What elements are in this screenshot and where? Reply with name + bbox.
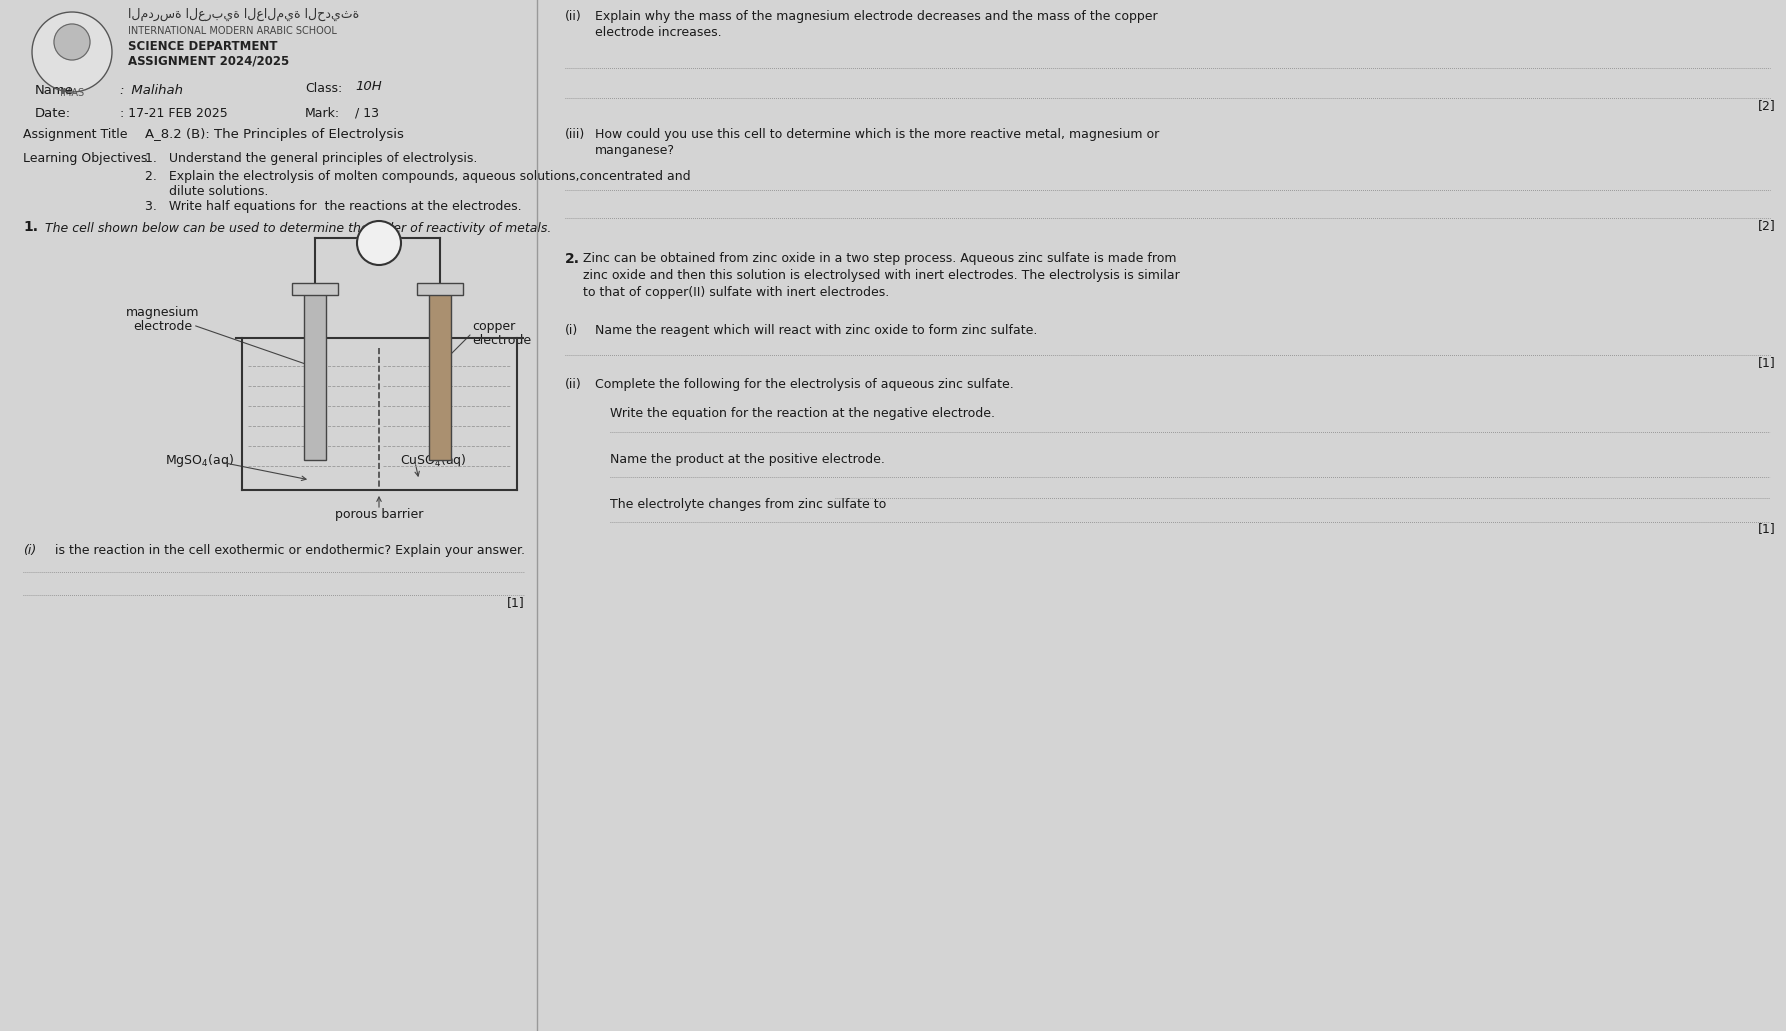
Text: 2.: 2. (564, 252, 580, 266)
Text: (ii): (ii) (564, 378, 582, 391)
Text: Date:: Date: (36, 107, 71, 120)
Text: porous barrier: porous barrier (334, 508, 423, 521)
Text: [1]: [1] (1757, 522, 1775, 535)
Circle shape (357, 221, 402, 265)
Text: V: V (373, 234, 386, 252)
Text: Write the equation for the reaction at the negative electrode.: Write the equation for the reaction at t… (611, 407, 995, 420)
Text: zinc oxide and then this solution is electrolysed with inert electrodes. The ele: zinc oxide and then this solution is ele… (582, 269, 1181, 282)
Text: [2]: [2] (1757, 219, 1775, 232)
Bar (304, 293, 327, 460)
Text: The electrolyte changes from zinc sulfate to: The electrolyte changes from zinc sulfat… (611, 498, 886, 511)
Text: 3.   Write half equations for  the reactions at the electrodes.: 3. Write half equations for the reaction… (145, 200, 522, 213)
Text: A_8.2 (B): The Principles of Electrolysis: A_8.2 (B): The Principles of Electrolysi… (145, 128, 404, 141)
Text: :  Malihah: : Malihah (120, 84, 182, 97)
Text: 10H: 10H (355, 80, 382, 93)
Text: (i): (i) (23, 544, 36, 557)
Bar (291, 282, 338, 295)
Bar (0, 0, 538, 1031)
Text: is the reaction in the cell exothermic or endothermic? Explain your answer.: is the reaction in the cell exothermic o… (55, 544, 525, 557)
Text: ASSIGNMENT 2024/2025: ASSIGNMENT 2024/2025 (129, 54, 289, 67)
Text: Name the product at the positive electrode.: Name the product at the positive electro… (611, 453, 884, 466)
Text: The cell shown below can be used to determine the order of reactivity of metals.: The cell shown below can be used to dete… (45, 222, 552, 235)
Text: Explain why the mass of the magnesium electrode decreases and the mass of the co: Explain why the mass of the magnesium el… (595, 10, 1157, 23)
Bar (538, 0, 1786, 1031)
Text: $\mathrm{CuSO_4(aq)}$: $\mathrm{CuSO_4(aq)}$ (400, 452, 466, 469)
Text: SCIENCE DEPARTMENT: SCIENCE DEPARTMENT (129, 40, 277, 53)
Text: electrode: electrode (472, 334, 530, 347)
Text: 1.: 1. (23, 220, 38, 234)
Circle shape (32, 12, 113, 92)
Text: (i): (i) (564, 324, 579, 337)
Text: (ii): (ii) (564, 10, 582, 23)
Text: (iii): (iii) (564, 128, 586, 141)
Text: Complete the following for the electrolysis of aqueous zinc sulfate.: Complete the following for the electroly… (595, 378, 1014, 391)
Text: magnesium: magnesium (127, 306, 200, 319)
Text: المدرسة العربية العالمية الحديثة: المدرسة العربية العالمية الحديثة (129, 8, 359, 22)
Text: manganese?: manganese? (595, 144, 675, 157)
Circle shape (54, 24, 89, 60)
Text: electrode increases.: electrode increases. (595, 26, 722, 39)
Text: Learning Objectives: Learning Objectives (23, 152, 148, 165)
Text: Name the reagent which will react with zinc oxide to form zinc sulfate.: Name the reagent which will react with z… (595, 324, 1038, 337)
Bar (416, 282, 463, 295)
Text: [1]: [1] (1757, 356, 1775, 369)
Bar (429, 293, 452, 460)
Text: $\mathrm{MgSO_4(aq)}$: $\mathrm{MgSO_4(aq)}$ (164, 452, 234, 469)
Text: [1]: [1] (507, 596, 525, 609)
Text: Mark:: Mark: (305, 107, 339, 120)
Text: IMAS: IMAS (61, 88, 84, 98)
Text: How could you use this cell to determine which is the more reactive metal, magne: How could you use this cell to determine… (595, 128, 1159, 141)
Text: 1.   Understand the general principles of electrolysis.: 1. Understand the general principles of … (145, 152, 477, 165)
Text: INTERNATIONAL MODERN ARABIC SCHOOL: INTERNATIONAL MODERN ARABIC SCHOOL (129, 26, 338, 36)
Text: / 13: / 13 (355, 107, 379, 120)
Text: [2]: [2] (1757, 99, 1775, 112)
Text: copper: copper (472, 320, 514, 333)
Text: Name: Name (36, 84, 73, 97)
Text: Zinc can be obtained from zinc oxide in a two step process. Aqueous zinc sulfate: Zinc can be obtained from zinc oxide in … (582, 252, 1177, 265)
Text: dilute solutions.: dilute solutions. (145, 185, 268, 198)
Text: Assignment Title: Assignment Title (23, 128, 127, 141)
Text: to that of copper(II) sulfate with inert electrodes.: to that of copper(II) sulfate with inert… (582, 286, 889, 299)
Text: electrode: electrode (134, 320, 193, 333)
Text: Class:: Class: (305, 82, 343, 95)
Text: 2.   Explain the electrolysis of molten compounds, aqueous solutions,concentrate: 2. Explain the electrolysis of molten co… (145, 170, 691, 182)
Text: : 17-21 FEB 2025: : 17-21 FEB 2025 (120, 107, 229, 120)
